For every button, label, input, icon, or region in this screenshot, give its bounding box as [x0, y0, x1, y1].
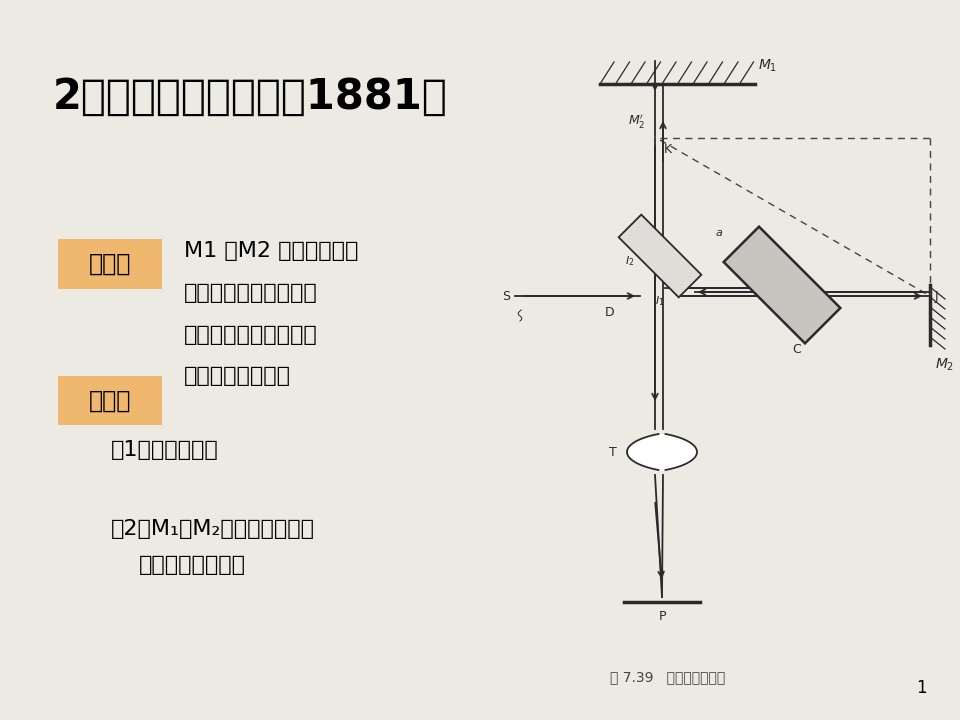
Text: （1）系统结构，: （1）系统结构， [110, 440, 218, 460]
Text: （2）M₁或M₂垂直于光线移动: （2）M₁或M₂垂直于光线移动 [110, 519, 314, 539]
Text: 则是混合型条纹。: 则是混合型条纹。 [184, 366, 291, 387]
Polygon shape [724, 227, 840, 343]
Text: 时对条纹的影响。: 时对条纹的影响。 [139, 555, 246, 575]
FancyBboxPatch shape [58, 376, 162, 426]
Text: $\it{a}$: $\it{a}$ [715, 228, 723, 238]
Text: $M_1$: $M_1$ [758, 58, 778, 74]
Text: J: J [935, 289, 939, 302]
FancyBboxPatch shape [58, 239, 162, 289]
Text: S: S [502, 289, 510, 302]
Text: $M_2$: $M_2$ [935, 357, 954, 374]
Text: M1 和M2 垂直时是等倾: M1 和M2 垂直时是等倾 [184, 241, 359, 261]
Text: C: C [792, 343, 801, 356]
Text: 1: 1 [916, 678, 926, 697]
Text: T: T [610, 446, 617, 459]
Text: 角不大为等厚干涉，否: 角不大为等厚干涉，否 [184, 325, 318, 345]
Text: P: P [659, 610, 665, 623]
Text: 2、迈克尔逊干涉仪（1881）: 2、迈克尔逊干涉仪（1881） [53, 76, 447, 117]
Text: 掌握：: 掌握： [88, 389, 132, 413]
Text: $M_2'$: $M_2'$ [628, 112, 645, 130]
Text: D: D [605, 306, 614, 319]
Text: $I_1$: $I_1$ [655, 294, 664, 308]
Text: K: K [664, 143, 672, 156]
Text: 干涉，板厚度很小，楔: 干涉，板厚度很小，楔 [184, 283, 318, 303]
Text: 图 7.39   迈克耳孙干涉仪: 图 7.39 迈克耳孙干涉仪 [610, 670, 725, 684]
Polygon shape [618, 215, 702, 297]
Text: $I_2$: $I_2$ [625, 254, 635, 268]
Text: 特点：: 特点： [88, 252, 132, 276]
